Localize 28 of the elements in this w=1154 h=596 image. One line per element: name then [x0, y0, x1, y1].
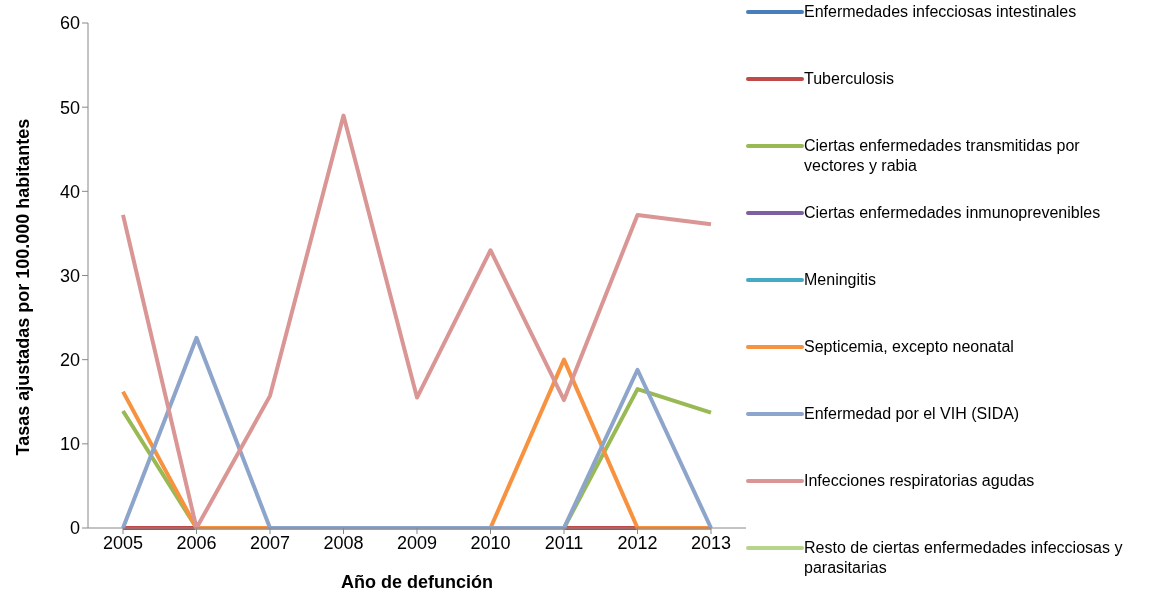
legend-label: Enfermedades infecciosas intestinales: [804, 1, 1077, 22]
x-axis-title: Año de defunción: [341, 572, 493, 592]
legend-label: Infecciones respiratorias agudas: [804, 470, 1035, 491]
legend-label: Ciertas enfermedades inmunoprevenibles: [804, 202, 1101, 223]
y-tick-label: 60: [59, 13, 80, 34]
legend-label: Tuberculosis: [804, 68, 895, 89]
y-tick-label: 50: [59, 97, 80, 118]
x-tick-label: 2009: [396, 532, 438, 553]
y-tick-label: 30: [59, 265, 80, 286]
x-tick-label: 2013: [690, 532, 732, 553]
line-series: [121, 113, 713, 530]
x-tick-label: 2010: [470, 532, 511, 553]
legend-label: Enfermedad por el VIH (SIDA): [804, 403, 1020, 424]
x-tick-label: 2006: [176, 532, 217, 553]
y-tick-label: 0: [69, 518, 80, 539]
y-tick-label: 10: [59, 434, 80, 455]
x-tick-label: 2008: [323, 532, 364, 553]
y-tick-label: 40: [59, 181, 80, 202]
y-axis-title: Tasas ajustadas por 100.000 habitantes: [13, 118, 34, 456]
x-tick-label: 2007: [249, 532, 291, 553]
legend-label: Meningitis: [804, 269, 877, 290]
legend-label: Resto de ciertas enfermedades infecciosas y parasitarias: [804, 537, 1124, 578]
x-tick-label: 2011: [544, 532, 584, 553]
y-tick-label: 20: [59, 350, 80, 371]
legend-label: Septicemia, excepto neonatal: [804, 336, 1014, 357]
x-tick-label: 2005: [102, 532, 144, 553]
legend-label: Ciertas enfermedades transmitidas por vectores y rabia: [804, 135, 1081, 176]
x-tick-label: 2012: [617, 532, 658, 553]
